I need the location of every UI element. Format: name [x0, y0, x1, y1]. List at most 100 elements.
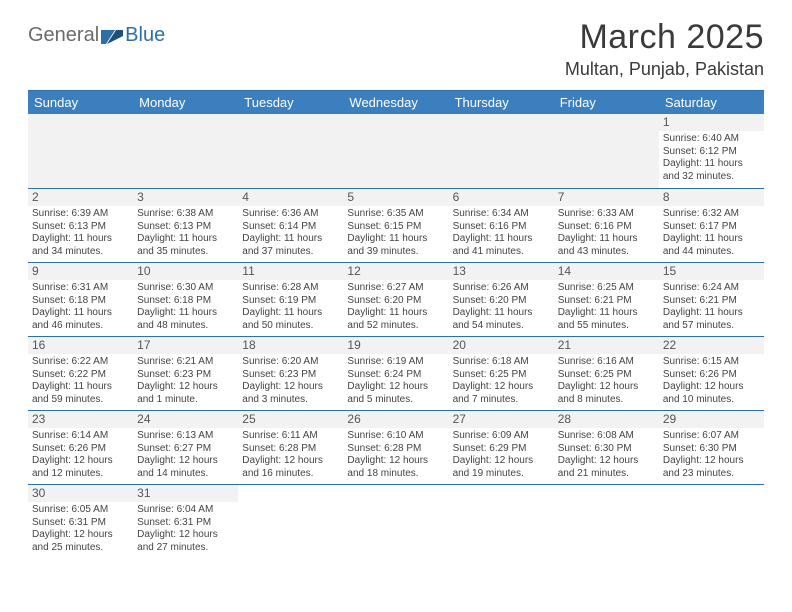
day-number: 22 — [659, 337, 764, 354]
sunrise-text: Sunrise: 6:26 AM — [453, 282, 550, 295]
calendar-cell: 21Sunrise: 6:16 AMSunset: 6:25 PMDayligh… — [554, 336, 659, 410]
week-row: 1Sunrise: 6:40 AMSunset: 6:12 PMDaylight… — [28, 114, 764, 188]
sunrise-text: Sunrise: 6:15 AM — [663, 356, 760, 369]
sunrise-text: Sunrise: 6:18 AM — [453, 356, 550, 369]
daylight-text: Daylight: 11 hours and 39 minutes. — [347, 233, 444, 258]
weekday-header: Wednesday — [343, 91, 448, 114]
sunrise-text: Sunrise: 6:11 AM — [242, 430, 339, 443]
weekday-header: Thursday — [449, 91, 554, 114]
calendar: SundayMondayTuesdayWednesdayThursdayFrid… — [28, 90, 764, 558]
calendar-cell-blank — [238, 484, 343, 558]
day-number: 8 — [659, 189, 764, 206]
daylight-text: Daylight: 11 hours and 35 minutes. — [137, 233, 234, 258]
day-number: 21 — [554, 337, 659, 354]
day-number: 26 — [343, 411, 448, 428]
sunrise-text: Sunrise: 6:09 AM — [453, 430, 550, 443]
sunset-text: Sunset: 6:25 PM — [453, 369, 550, 382]
daylight-text: Daylight: 11 hours and 46 minutes. — [32, 307, 129, 332]
day-number: 7 — [554, 189, 659, 206]
week-row: 16Sunrise: 6:22 AMSunset: 6:22 PMDayligh… — [28, 336, 764, 410]
daylight-text: Daylight: 12 hours and 18 minutes. — [347, 455, 444, 480]
sunset-text: Sunset: 6:20 PM — [453, 295, 550, 308]
day-number: 18 — [238, 337, 343, 354]
calendar-cell: 8Sunrise: 6:32 AMSunset: 6:17 PMDaylight… — [659, 188, 764, 262]
daylight-text: Daylight: 11 hours and 43 minutes. — [558, 233, 655, 258]
sunset-text: Sunset: 6:14 PM — [242, 221, 339, 234]
daylight-text: Daylight: 11 hours and 44 minutes. — [663, 233, 760, 258]
sunset-text: Sunset: 6:28 PM — [347, 443, 444, 456]
calendar-cell-blank — [449, 114, 554, 188]
calendar-cell: 15 Sunrise: 6:24 AMSunset: 6:21 PMDayligh… — [659, 262, 764, 336]
daylight-text: Daylight: 11 hours and 57 minutes. — [663, 307, 760, 332]
day-number: 15 — [659, 263, 764, 280]
calendar-cell: 1Sunrise: 6:40 AMSunset: 6:12 PMDaylight… — [659, 114, 764, 188]
daylight-text: Daylight: 12 hours and 5 minutes. — [347, 381, 444, 406]
calendar-cell: 27Sunrise: 6:09 AMSunset: 6:29 PMDayligh… — [449, 410, 554, 484]
daylight-text: Daylight: 12 hours and 1 minute. — [137, 381, 234, 406]
weekday-header: Friday — [554, 91, 659, 114]
sunset-text: Sunset: 6:18 PM — [32, 295, 129, 308]
daylight-text: Daylight: 11 hours and 37 minutes. — [242, 233, 339, 258]
weekday-header-row: SundayMondayTuesdayWednesdayThursdayFrid… — [28, 91, 764, 114]
sunrise-text: Sunrise: 6:16 AM — [558, 356, 655, 369]
sunrise-text: Sunrise: 6:33 AM — [558, 208, 655, 221]
calendar-cell: 11Sunrise: 6:28 AMSunset: 6:19 PMDayligh… — [238, 262, 343, 336]
sunset-text: Sunset: 6:26 PM — [663, 369, 760, 382]
calendar-cell: 4Sunrise: 6:36 AMSunset: 6:14 PMDaylight… — [238, 188, 343, 262]
day-number: 17 — [133, 337, 238, 354]
sunrise-text: Sunrise: 6:36 AM — [242, 208, 339, 221]
sunrise-text: Sunrise: 6:32 AM — [663, 208, 760, 221]
day-number: 29 — [659, 411, 764, 428]
sunset-text: Sunset: 6:21 PM — [558, 295, 655, 308]
day-number: 28 — [554, 411, 659, 428]
calendar-cell: 20 Sunrise: 6:18 AMSunset: 6:25 PMDayligh… — [449, 336, 554, 410]
calendar-cell: 7Sunrise: 6:33 AMSunset: 6:16 PMDaylight… — [554, 188, 659, 262]
daylight-text: Daylight: 12 hours and 10 minutes. — [663, 381, 760, 406]
calendar-cell: 13Sunrise: 6:26 AMSunset: 6:20 PMDayligh… — [449, 262, 554, 336]
day-number: 11 — [238, 263, 343, 280]
day-number: 14 — [554, 263, 659, 280]
calendar-cell: 29Sunrise: 6:07 AMSunset: 6:30 PMDayligh… — [659, 410, 764, 484]
daylight-text: Daylight: 12 hours and 3 minutes. — [242, 381, 339, 406]
sunrise-text: Sunrise: 6:25 AM — [558, 282, 655, 295]
sunrise-text: Sunrise: 6:39 AM — [32, 208, 129, 221]
sunrise-text: Sunrise: 6:24 AM — [663, 282, 760, 295]
daylight-text: Daylight: 12 hours and 25 minutes. — [32, 529, 129, 554]
calendar-cell: 2Sunrise: 6:39 AMSunset: 6:13 PMDaylight… — [28, 188, 133, 262]
logo: General Blue — [28, 24, 165, 47]
calendar-cell: 3Sunrise: 6:38 AMSunset: 6:13 PMDaylight… — [133, 188, 238, 262]
calendar-cell: 14Sunrise: 6:25 AMSunset: 6:21 PMDayligh… — [554, 262, 659, 336]
daylight-text: Daylight: 11 hours and 50 minutes. — [242, 307, 339, 332]
sunrise-text: Sunrise: 6:07 AM — [663, 430, 760, 443]
sunset-text: Sunset: 6:19 PM — [242, 295, 339, 308]
calendar-cell-blank — [554, 484, 659, 558]
sunset-text: Sunset: 6:30 PM — [558, 443, 655, 456]
daylight-text: Daylight: 12 hours and 27 minutes. — [137, 529, 234, 554]
flag-icon — [101, 28, 123, 44]
day-number: 20 — [449, 337, 554, 354]
day-number: 27 — [449, 411, 554, 428]
week-row: 2Sunrise: 6:39 AMSunset: 6:13 PMDaylight… — [28, 188, 764, 262]
week-row: 23Sunrise: 6:14 AMSunset: 6:26 PMDayligh… — [28, 410, 764, 484]
sunset-text: Sunset: 6:30 PM — [663, 443, 760, 456]
sunrise-text: Sunrise: 6:13 AM — [137, 430, 234, 443]
calendar-cell-blank — [343, 484, 448, 558]
sunrise-text: Sunrise: 6:31 AM — [32, 282, 129, 295]
sunset-text: Sunset: 6:21 PM — [663, 295, 760, 308]
day-number: 10 — [133, 263, 238, 280]
daylight-text: Daylight: 11 hours and 34 minutes. — [32, 233, 129, 258]
daylight-text: Daylight: 12 hours and 16 minutes. — [242, 455, 339, 480]
sunrise-text: Sunrise: 6:05 AM — [32, 504, 129, 517]
day-number: 30 — [28, 485, 133, 502]
daylight-text: Daylight: 12 hours and 7 minutes. — [453, 381, 550, 406]
sunset-text: Sunset: 6:31 PM — [137, 517, 234, 530]
calendar-cell: 24Sunrise: 6:13 AMSunset: 6:27 PMDayligh… — [133, 410, 238, 484]
daylight-text: Daylight: 12 hours and 12 minutes. — [32, 455, 129, 480]
calendar-cell: 9Sunrise: 6:31 AMSunset: 6:18 PMDaylight… — [28, 262, 133, 336]
logo-text-blue: Blue — [125, 24, 165, 47]
title-block: March 2025 Multan, Punjab, Pakistan — [565, 18, 764, 80]
calendar-cell: 28Sunrise: 6:08 AMSunset: 6:30 PMDayligh… — [554, 410, 659, 484]
daylight-text: Daylight: 11 hours and 59 minutes. — [32, 381, 129, 406]
daylight-text: Daylight: 11 hours and 41 minutes. — [453, 233, 550, 258]
day-number: 5 — [343, 189, 448, 206]
